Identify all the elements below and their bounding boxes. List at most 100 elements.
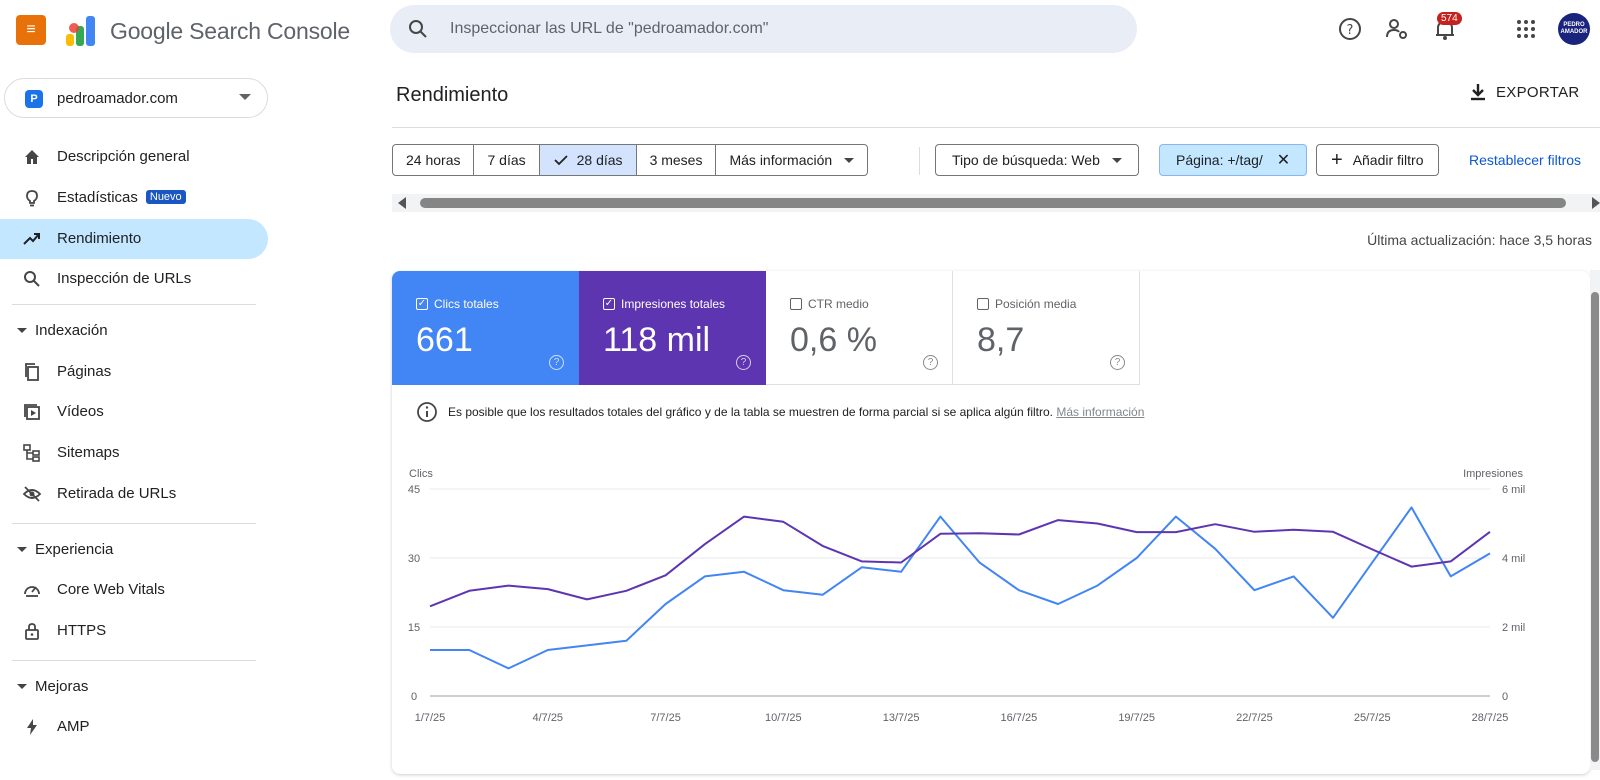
page-title: Rendimiento <box>396 84 509 106</box>
sidebar-item-label: Vídeos <box>57 403 104 420</box>
add-filter-label: Añadir filtro <box>1352 152 1424 168</box>
section-label: Experiencia <box>35 541 114 558</box>
filter-separator <box>919 147 920 175</box>
page-filter-chip[interactable]: Página: +/tag/ ✕ <box>1159 144 1308 176</box>
trending-up-icon <box>23 233 40 245</box>
section-label: Indexación <box>35 322 108 339</box>
last-update-text: Última actualización: hace 3,5 horas <box>1367 232 1592 248</box>
x-tick-label: 25/7/25 <box>1354 712 1391 724</box>
metric-average-ctr[interactable]: CTR medio 0,6 % ? <box>766 271 953 385</box>
collapse-caret-icon <box>17 328 27 333</box>
search-type-filter[interactable]: Tipo de búsqueda: Web <box>935 144 1139 176</box>
performance-card: ✓ Clics totales 661 ? ✓ Impresiones totale… <box>392 271 1590 774</box>
chevron-down-icon <box>1111 157 1122 163</box>
sidebar-divider <box>12 660 256 661</box>
x-tick-label: 16/7/25 <box>1001 712 1038 724</box>
horizontal-scrollbar[interactable] <box>392 194 1600 212</box>
help-icon[interactable]: ? <box>1337 16 1363 42</box>
sidebar-item-amp[interactable]: AMP <box>0 707 268 747</box>
checkbox-unchecked-icon[interactable] <box>977 298 989 310</box>
sidebar-item-overview[interactable]: Descripción general <box>0 137 268 177</box>
reset-filters-link[interactable]: Restablecer filtros <box>1469 152 1582 168</box>
user-settings-icon[interactable] <box>1384 16 1410 42</box>
chip-7d[interactable]: 7 días <box>474 145 540 175</box>
help-icon[interactable]: ? <box>549 355 564 370</box>
new-badge: Nuevo <box>145 190 186 204</box>
sidebar-item-label: Descripción general <box>57 148 190 165</box>
account-avatar[interactable]: PEDRO AMADOR <box>1558 13 1590 45</box>
metric-value: 0,6 % <box>790 321 877 359</box>
chevron-down-icon <box>844 157 855 163</box>
sidebar-item-label: Core Web Vitals <box>57 581 165 598</box>
series-line-impresiones <box>429 515 1491 608</box>
scroll-left-icon[interactable] <box>398 197 406 209</box>
sidebar-item-https[interactable]: HTTPS <box>0 611 268 651</box>
sidebar-item-label: Páginas <box>57 363 112 380</box>
property-selector[interactable]: P pedroamador.com <box>4 78 268 118</box>
gauge-icon <box>24 586 40 597</box>
sidebar-item-performance[interactable]: Rendimiento <box>0 219 268 259</box>
eye-off-icon <box>22 486 42 502</box>
sidebar-item-url-removals[interactable]: Retirada de URLs <box>0 474 268 514</box>
search-icon <box>409 20 427 38</box>
export-label: EXPORTAR <box>1496 83 1580 101</box>
sidebar-section-indexing[interactable]: Indexación <box>0 311 268 351</box>
series-line-clics <box>430 506 1491 670</box>
y-tick-right: 4 mil <box>1502 553 1525 565</box>
chip-more[interactable]: Más información <box>716 145 867 175</box>
notice-text: Es posible que los resultados totales de… <box>448 405 1053 419</box>
sidebar-section-enhancements[interactable]: Mejoras <box>0 667 268 707</box>
chevron-down-icon <box>239 94 251 100</box>
chip-28d[interactable]: 28 días <box>539 145 637 175</box>
chip-24h[interactable]: 24 horas <box>393 145 475 175</box>
sidebar-item-videos[interactable]: Vídeos <box>0 392 268 432</box>
add-filter-button[interactable]: + Añadir filtro <box>1316 144 1439 176</box>
y-axis-left-label: Clics <box>409 468 433 480</box>
help-icon[interactable]: ? <box>736 355 751 370</box>
export-button[interactable]: EXPORTAR <box>1468 82 1580 102</box>
plus-icon: + <box>1331 149 1343 171</box>
scroll-right-icon[interactable] <box>1592 197 1600 209</box>
sitemap-icon <box>23 444 40 462</box>
sidebar-divider <box>12 304 256 305</box>
scrollbar-thumb[interactable] <box>1591 292 1599 762</box>
video-icon <box>24 404 40 420</box>
home-icon <box>25 150 39 164</box>
url-inspect-search[interactable]: Inspeccionar las URL de "pedroamador.com… <box>390 5 1137 53</box>
sidebar-item-sitemaps[interactable]: Sitemaps <box>0 433 268 473</box>
search-placeholder: Inspeccionar las URL de "pedroamador.com… <box>450 20 769 37</box>
sidebar-item-url-inspection[interactable]: Inspección de URLs <box>0 259 268 299</box>
apps-grid-icon[interactable] <box>1513 16 1539 42</box>
lightbulb-icon <box>26 190 38 207</box>
checkbox-unchecked-icon[interactable] <box>790 298 802 310</box>
sidebar-section-experience[interactable]: Experiencia <box>0 530 268 570</box>
partial-results-notice: Es posible que los resultados totales de… <box>416 401 1144 423</box>
main-menu-button[interactable]: ≡ <box>16 15 46 45</box>
x-tick-label: 1/7/25 <box>415 712 446 724</box>
filter-label: Tipo de búsqueda: Web <box>952 152 1100 168</box>
y-tick-right: 2 mil <box>1502 622 1525 634</box>
more-info-link[interactable]: Más información <box>1056 405 1145 419</box>
sidebar-item-core-web-vitals[interactable]: Core Web Vitals <box>0 570 268 610</box>
sidebar-item-insights[interactable]: Estadísticas Nuevo <box>0 178 268 218</box>
checkbox-checked-icon[interactable]: ✓ <box>603 298 615 310</box>
check-icon <box>553 155 568 166</box>
scrollbar-thumb[interactable] <box>420 198 1566 208</box>
metric-value: 8,7 <box>977 321 1025 359</box>
sidebar-item-pages[interactable]: Páginas <box>0 352 268 392</box>
chip-label: Más información <box>729 152 833 168</box>
help-icon[interactable]: ? <box>1110 355 1125 370</box>
metric-total-impressions[interactable]: ✓ Impresiones totales 118 mil ? <box>579 271 766 385</box>
property-icon: P <box>25 90 43 108</box>
collapse-caret-icon <box>17 547 27 552</box>
checkbox-checked-icon[interactable]: ✓ <box>416 298 428 310</box>
help-icon[interactable]: ? <box>923 355 938 370</box>
metric-total-clicks[interactable]: ✓ Clics totales 661 ? <box>392 271 579 385</box>
search-console-logo-icon <box>66 16 95 46</box>
metric-label: Clics totales <box>434 297 499 311</box>
brand-title: Google Search Console <box>110 18 351 44</box>
chip-3m[interactable]: 3 meses <box>637 145 717 175</box>
metric-average-position[interactable]: Posición media 8,7 ? <box>953 271 1140 385</box>
close-icon[interactable]: ✕ <box>1276 152 1291 169</box>
vertical-scrollbar[interactable] <box>1590 270 1600 770</box>
